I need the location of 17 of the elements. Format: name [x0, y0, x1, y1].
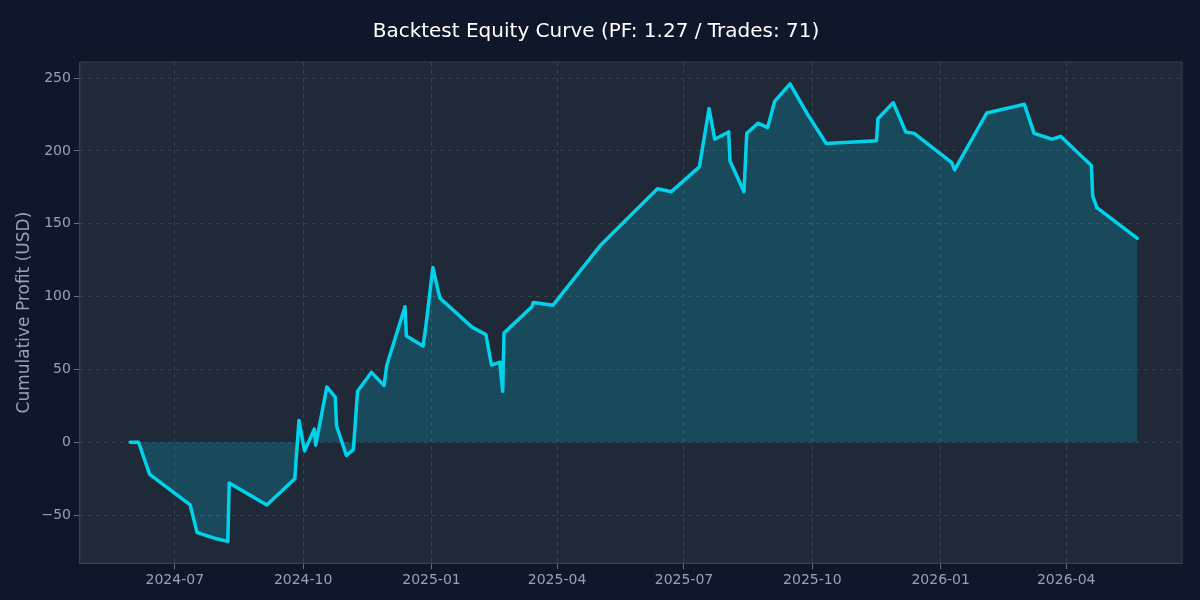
chart-title: Backtest Equity Curve (PF: 1.27 / Trades: 71) [372, 18, 820, 43]
x-tick-label: 2025-07 [654, 571, 714, 588]
y-axis-title: Cumulative Profit (USD) [12, 211, 33, 414]
y-tick-label: 200 [44, 141, 71, 158]
y-tick-label: −50 [41, 505, 71, 522]
x-tick-label: 2025-04 [527, 571, 587, 588]
y-tick-label: 50 [53, 360, 71, 377]
y-tick-label: 150 [44, 214, 71, 231]
x-tick-label: 2025-01 [402, 571, 461, 588]
y-tick-label: 250 [44, 68, 71, 85]
y-tick-label: 0 [62, 432, 71, 449]
x-tick-label: 2026-04 [1036, 571, 1096, 588]
y-tick-label: 100 [44, 287, 71, 304]
x-tick-label: 2024-10 [273, 571, 333, 588]
x-tick-label: 2026-01 [911, 571, 970, 588]
x-tick-label: 2025-10 [783, 571, 842, 588]
x-tick-label: 2024-07 [145, 571, 205, 588]
